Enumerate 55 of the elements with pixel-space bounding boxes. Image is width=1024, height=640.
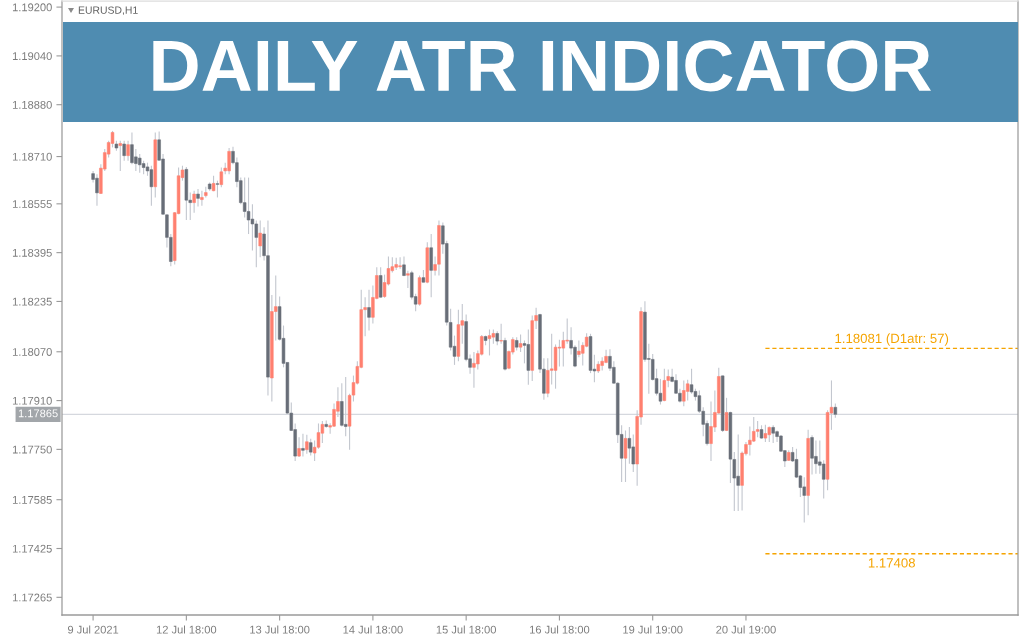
x-tick-label: 20 Jul 19:00 (716, 625, 776, 634)
chart-title: DAILY ATR INDICATOR (153, 40, 931, 92)
candlestick (623, 429, 628, 483)
candlestick (627, 426, 632, 465)
x-tick-label: 14 Jul 18:00 (343, 625, 403, 634)
y-tick-label: 1.18395 (12, 248, 52, 257)
y-tick-label: 1.17425 (12, 544, 52, 553)
y-tick-label: 1.18235 (12, 297, 52, 306)
candlestick (406, 270, 410, 289)
candlestick (499, 323, 503, 345)
candlestick (126, 140, 130, 162)
ref-line-label: 1.18081 (D1atr: 57) (835, 333, 949, 346)
candlestick (429, 233, 433, 298)
candlestick (301, 433, 305, 457)
candlestick (200, 190, 204, 207)
candlestick (196, 188, 200, 208)
x-tick-label: 12 Jul 18:00 (156, 625, 217, 634)
candlestick (814, 439, 818, 475)
candlestick (344, 376, 348, 437)
x-tick-label: 16 Jul 18:00 (530, 625, 590, 634)
candlestick (748, 425, 752, 457)
candlestick (682, 379, 686, 407)
ref-line-label: 1.17408 (868, 558, 915, 568)
candlestick (398, 256, 402, 270)
candlestick (378, 266, 383, 299)
y-tick-label: 1.18070 (12, 348, 52, 356)
candlestick (118, 140, 122, 172)
chart-subtitle: EURUSD,H1 (78, 6, 138, 16)
candlestick (472, 351, 476, 389)
y-tick-label: 1.17265 (12, 593, 52, 602)
ref-line-label: 1.17865 (18, 409, 58, 418)
candlestick (138, 153, 142, 174)
y-tick-label: 1.18710 (12, 152, 52, 161)
candlestick (724, 397, 729, 432)
y-tick-label: 1.17750 (12, 445, 52, 454)
candlestick (557, 339, 562, 367)
candlestick (736, 433, 740, 512)
candlestick (227, 147, 231, 175)
candlestick (305, 434, 309, 455)
candlestick (95, 173, 99, 207)
y-tick-label: 1.18555 (12, 200, 52, 208)
y-tick-label: 1.17910 (12, 396, 52, 405)
y-tick-label: 1.19200 (12, 3, 52, 12)
x-tick-label: 15 Jul 18:00 (436, 625, 496, 634)
y-tick-label: 1.17585 (12, 495, 52, 504)
candlestick (822, 459, 826, 500)
candlestick (802, 476, 806, 524)
candlestick (149, 165, 154, 207)
x-tick-label: 19 Jul 19:00 (623, 625, 683, 634)
candlestick (561, 331, 565, 367)
candlestick (565, 317, 569, 345)
x-tick-label: 9 Jul 2021 (67, 625, 119, 634)
y-tick-label: 1.19040 (12, 52, 52, 61)
x-tick-label: 13 Jul 18:00 (250, 625, 310, 634)
y-tick-label: 1.18880 (12, 100, 52, 109)
